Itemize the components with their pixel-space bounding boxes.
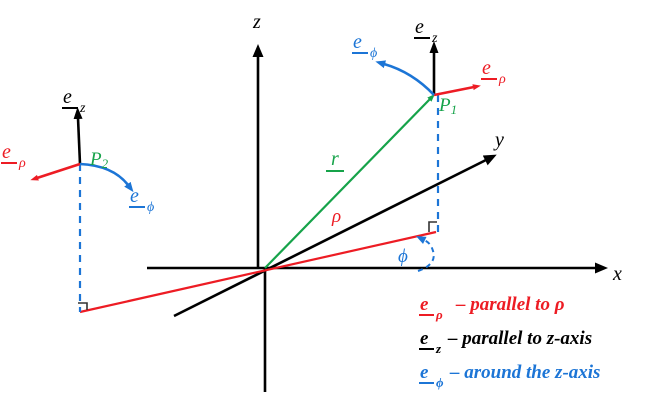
svg-text:z: z	[252, 11, 261, 33]
svg-text:z: z	[431, 31, 438, 46]
svg-text:ϕ: ϕ	[147, 200, 154, 215]
svg-text:e: e	[63, 86, 72, 108]
svg-text:e: e	[482, 57, 491, 79]
svg-text:z: z	[435, 341, 442, 356]
svg-text:e: e	[353, 31, 362, 53]
svg-text:ϕ: ϕ	[398, 246, 408, 267]
svg-text:e: e	[420, 362, 429, 383]
svg-text:x: x	[612, 263, 622, 285]
svg-text:– around the z-axis: – around the z-axis	[449, 362, 600, 383]
svg-text:ϕ: ϕ	[436, 375, 444, 390]
svg-text:ρ: ρ	[331, 206, 341, 227]
svg-text:z: z	[79, 101, 86, 116]
svg-text:ρ: ρ	[18, 156, 26, 171]
svg-text:r: r	[331, 148, 339, 170]
svg-text:e: e	[420, 328, 429, 349]
svg-text:y: y	[493, 129, 504, 151]
svg-text:e: e	[420, 294, 429, 315]
svg-text:– parallel to z-axis: – parallel to z-axis	[447, 328, 592, 349]
svg-text:P2: P2	[89, 149, 109, 171]
svg-text:– parallel to ρ: – parallel to ρ	[455, 294, 565, 315]
svg-text:P1: P1	[438, 95, 457, 117]
svg-text:e: e	[2, 141, 11, 163]
svg-text:e: e	[415, 16, 424, 38]
svg-text:ρ: ρ	[498, 72, 506, 87]
svg-text:ρ: ρ	[435, 307, 443, 322]
svg-text:e: e	[130, 185, 139, 207]
svg-text:ϕ: ϕ	[370, 46, 377, 61]
